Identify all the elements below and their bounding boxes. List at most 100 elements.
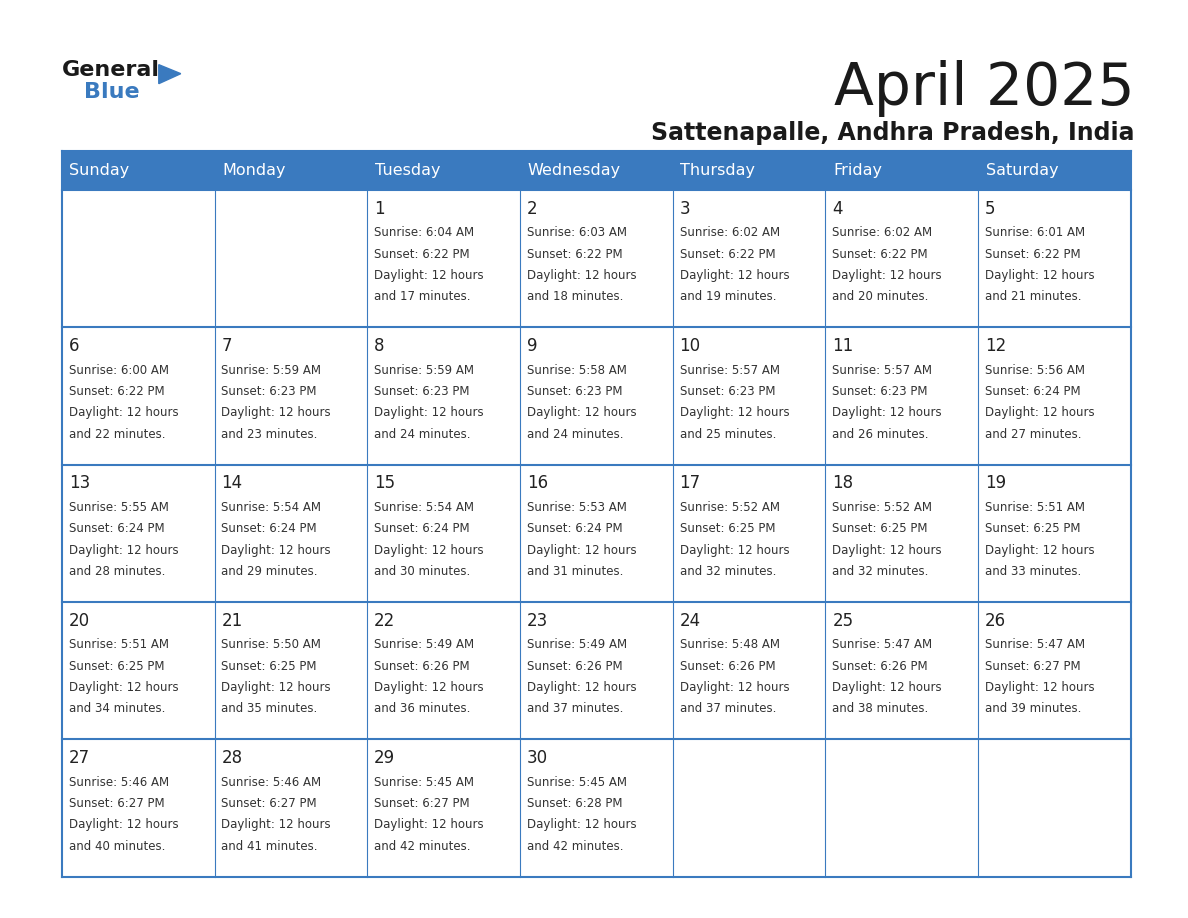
Text: and 30 minutes.: and 30 minutes.: [374, 565, 470, 578]
Text: and 22 minutes.: and 22 minutes.: [69, 428, 165, 441]
Text: 5: 5: [985, 199, 996, 218]
Text: Sunrise: 5:52 AM: Sunrise: 5:52 AM: [833, 501, 933, 514]
Text: Sunset: 6:22 PM: Sunset: 6:22 PM: [985, 248, 1081, 261]
Text: Sunset: 6:23 PM: Sunset: 6:23 PM: [221, 385, 317, 398]
Text: 22: 22: [374, 611, 396, 630]
Text: Daylight: 12 hours: Daylight: 12 hours: [69, 543, 178, 556]
Text: Sunset: 6:24 PM: Sunset: 6:24 PM: [526, 522, 623, 535]
Text: Sunset: 6:27 PM: Sunset: 6:27 PM: [69, 797, 164, 810]
Text: Sunset: 6:26 PM: Sunset: 6:26 PM: [833, 660, 928, 673]
Text: 8: 8: [374, 337, 385, 355]
Text: Sunrise: 6:02 AM: Sunrise: 6:02 AM: [833, 227, 933, 240]
Text: 10: 10: [680, 337, 701, 355]
Text: Daylight: 12 hours: Daylight: 12 hours: [374, 681, 484, 694]
Text: Sunset: 6:25 PM: Sunset: 6:25 PM: [985, 522, 1081, 535]
Text: Daylight: 12 hours: Daylight: 12 hours: [680, 269, 789, 282]
Text: Sunrise: 5:59 AM: Sunrise: 5:59 AM: [374, 364, 474, 376]
Text: and 34 minutes.: and 34 minutes.: [69, 702, 165, 715]
Text: Daylight: 12 hours: Daylight: 12 hours: [221, 681, 331, 694]
Text: and 37 minutes.: and 37 minutes.: [526, 702, 624, 715]
Text: and 24 minutes.: and 24 minutes.: [374, 428, 470, 441]
Text: Sunrise: 5:59 AM: Sunrise: 5:59 AM: [221, 364, 322, 376]
Text: and 36 minutes.: and 36 minutes.: [374, 702, 470, 715]
Bar: [62, 739, 1131, 877]
Text: and 31 minutes.: and 31 minutes.: [526, 565, 624, 578]
Text: Sunrise: 5:54 AM: Sunrise: 5:54 AM: [374, 501, 474, 514]
Bar: [62, 190, 1131, 328]
Text: Sunrise: 5:57 AM: Sunrise: 5:57 AM: [680, 364, 779, 376]
Text: Sunset: 6:22 PM: Sunset: 6:22 PM: [680, 248, 776, 261]
Text: and 28 minutes.: and 28 minutes.: [69, 565, 165, 578]
Text: and 40 minutes.: and 40 minutes.: [69, 840, 165, 853]
Text: and 18 minutes.: and 18 minutes.: [526, 290, 624, 303]
Text: Daylight: 12 hours: Daylight: 12 hours: [833, 407, 942, 420]
Text: Thursday: Thursday: [681, 163, 756, 178]
Bar: [62, 328, 1131, 465]
Text: Sunset: 6:26 PM: Sunset: 6:26 PM: [374, 660, 469, 673]
Text: Sunrise: 5:55 AM: Sunrise: 5:55 AM: [69, 501, 169, 514]
Text: Daylight: 12 hours: Daylight: 12 hours: [526, 681, 637, 694]
Text: Sunrise: 5:47 AM: Sunrise: 5:47 AM: [833, 638, 933, 652]
Text: Sunset: 6:24 PM: Sunset: 6:24 PM: [221, 522, 317, 535]
Text: Daylight: 12 hours: Daylight: 12 hours: [69, 407, 178, 420]
Text: Sunset: 6:22 PM: Sunset: 6:22 PM: [833, 248, 928, 261]
Text: Sunrise: 5:50 AM: Sunrise: 5:50 AM: [221, 638, 321, 652]
Text: Sunrise: 5:47 AM: Sunrise: 5:47 AM: [985, 638, 1085, 652]
Text: and 21 minutes.: and 21 minutes.: [985, 290, 1081, 303]
Text: Daylight: 12 hours: Daylight: 12 hours: [680, 407, 789, 420]
Text: Daylight: 12 hours: Daylight: 12 hours: [680, 681, 789, 694]
Text: Sunset: 6:22 PM: Sunset: 6:22 PM: [526, 248, 623, 261]
Text: 26: 26: [985, 611, 1006, 630]
Text: Sunrise: 5:58 AM: Sunrise: 5:58 AM: [526, 364, 627, 376]
Text: Sunset: 6:27 PM: Sunset: 6:27 PM: [374, 797, 469, 810]
Bar: [62, 151, 1131, 190]
Text: and 17 minutes.: and 17 minutes.: [374, 290, 470, 303]
Text: Sunrise: 5:46 AM: Sunrise: 5:46 AM: [221, 776, 322, 789]
Polygon shape: [159, 64, 181, 84]
Text: 12: 12: [985, 337, 1006, 355]
Text: Sunset: 6:27 PM: Sunset: 6:27 PM: [221, 797, 317, 810]
Text: Sunrise: 5:48 AM: Sunrise: 5:48 AM: [680, 638, 779, 652]
Text: and 42 minutes.: and 42 minutes.: [526, 840, 624, 853]
Text: and 25 minutes.: and 25 minutes.: [680, 428, 776, 441]
Bar: [62, 602, 1131, 739]
Text: Daylight: 12 hours: Daylight: 12 hours: [221, 818, 331, 832]
Text: Daylight: 12 hours: Daylight: 12 hours: [526, 543, 637, 556]
Text: 18: 18: [833, 475, 853, 492]
Text: 24: 24: [680, 611, 701, 630]
Text: Daylight: 12 hours: Daylight: 12 hours: [985, 681, 1094, 694]
Text: Blue: Blue: [84, 82, 139, 102]
Text: Sunset: 6:26 PM: Sunset: 6:26 PM: [680, 660, 776, 673]
Text: Daylight: 12 hours: Daylight: 12 hours: [526, 407, 637, 420]
Text: April 2025: April 2025: [834, 60, 1135, 117]
Text: 27: 27: [69, 749, 90, 767]
Text: Sunrise: 5:46 AM: Sunrise: 5:46 AM: [69, 776, 169, 789]
Text: Sunrise: 5:54 AM: Sunrise: 5:54 AM: [221, 501, 322, 514]
Text: and 27 minutes.: and 27 minutes.: [985, 428, 1081, 441]
Text: 7: 7: [221, 337, 232, 355]
Text: Sunrise: 5:51 AM: Sunrise: 5:51 AM: [69, 638, 169, 652]
Text: Daylight: 12 hours: Daylight: 12 hours: [374, 407, 484, 420]
Text: 9: 9: [526, 337, 537, 355]
Text: 19: 19: [985, 475, 1006, 492]
Text: Daylight: 12 hours: Daylight: 12 hours: [374, 269, 484, 282]
Text: Sunset: 6:22 PM: Sunset: 6:22 PM: [69, 385, 164, 398]
Text: Daylight: 12 hours: Daylight: 12 hours: [69, 818, 178, 832]
Text: Sunset: 6:27 PM: Sunset: 6:27 PM: [985, 660, 1081, 673]
Text: Sunrise: 5:45 AM: Sunrise: 5:45 AM: [526, 776, 627, 789]
Text: Daylight: 12 hours: Daylight: 12 hours: [680, 543, 789, 556]
Text: Sunrise: 5:45 AM: Sunrise: 5:45 AM: [374, 776, 474, 789]
Text: Daylight: 12 hours: Daylight: 12 hours: [985, 543, 1094, 556]
Text: 14: 14: [221, 475, 242, 492]
Text: and 32 minutes.: and 32 minutes.: [680, 565, 776, 578]
Text: Daylight: 12 hours: Daylight: 12 hours: [833, 269, 942, 282]
Text: Daylight: 12 hours: Daylight: 12 hours: [985, 407, 1094, 420]
Text: Sunrise: 5:53 AM: Sunrise: 5:53 AM: [526, 501, 627, 514]
Text: Sunset: 6:26 PM: Sunset: 6:26 PM: [526, 660, 623, 673]
Text: 4: 4: [833, 199, 842, 218]
Text: and 37 minutes.: and 37 minutes.: [680, 702, 776, 715]
Text: Sunrise: 5:49 AM: Sunrise: 5:49 AM: [374, 638, 474, 652]
Text: 20: 20: [69, 611, 90, 630]
Text: Sunset: 6:25 PM: Sunset: 6:25 PM: [680, 522, 775, 535]
Text: and 42 minutes.: and 42 minutes.: [374, 840, 470, 853]
